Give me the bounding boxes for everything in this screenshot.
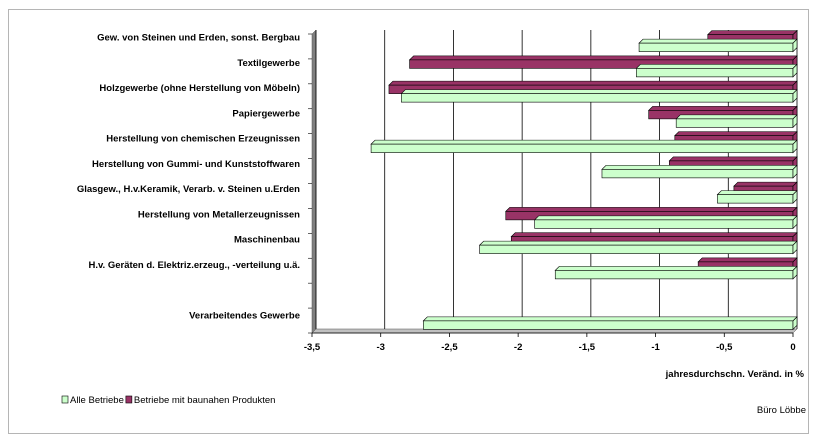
credit-text: Büro Löbbe (757, 405, 806, 416)
x-tick-label: -1,5 (579, 342, 596, 353)
legend-label: Betriebe mit baunahen Produkten (134, 395, 276, 406)
category-label: Herstellung von Gummi- und Kunststoffwar… (92, 159, 300, 170)
x-tick-label: 0 (790, 342, 795, 353)
category-label: Papiergewerbe (232, 108, 300, 119)
bar-alle (635, 63, 798, 78)
bar-alle (400, 88, 798, 103)
bar-alle (716, 189, 798, 204)
axes (308, 33, 794, 337)
legend-label: Alle Betriebe (70, 395, 124, 406)
bar-alle (638, 38, 798, 53)
category-labels: Gew. von Steinen und Erden, sonst. Bergb… (77, 33, 300, 322)
legend-item: Alle Betriebe (61, 395, 124, 406)
bar-alle (554, 265, 798, 280)
x-tick-label: -1 (651, 342, 660, 353)
legend-item: Betriebe mit baunahen Produkten (125, 395, 276, 406)
bar-alle (478, 240, 798, 255)
category-label: Herstellung von chemischen Erzeugnissen (106, 134, 300, 145)
legend: Alle Betriebe Betriebe mit baunahen Produ… (61, 395, 276, 406)
x-tick-label: -2,5 (441, 342, 458, 353)
legend-swatch (125, 395, 133, 404)
category-label: H.v. Geräten d. Elektriz.erzeug., -verte… (88, 260, 300, 271)
bar-alle (675, 114, 798, 129)
category-label: Glasgew., H.v.Keramik, Verarb. v. Steine… (77, 184, 300, 195)
x-tick-labels: -3,5 -3 -2,5 -2 -1,5 -1 -0,5 0 (304, 342, 796, 353)
x-tick-label: -2 (514, 342, 522, 353)
category-label: Verarbeitendes Gewerbe (189, 310, 300, 321)
bar-baunahe (408, 55, 798, 70)
left-wall (311, 29, 317, 334)
x-tick-label: -3,5 (304, 342, 321, 353)
bar-alle (370, 139, 798, 154)
bar-alle (601, 164, 798, 179)
category-label: Herstellung von Metallerzeugnissen (138, 209, 300, 220)
bar-alle (422, 316, 798, 331)
category-label: Textilgewerbe (237, 58, 300, 69)
x-axis-title: jahresdurchschn. Veränd. in % (665, 369, 805, 380)
category-label: Gew. von Steinen und Erden, sonst. Bergb… (97, 33, 300, 44)
bars (370, 29, 798, 331)
category-label: Maschinenbau (234, 235, 300, 246)
category-label: Holzgewerbe (ohne Herstellung von Möbeln… (99, 83, 300, 94)
bar-alle (533, 215, 798, 230)
plot-wall (311, 29, 798, 334)
x-tick-label: -0,5 (716, 342, 733, 353)
legend-swatch (61, 395, 69, 404)
x-tick-label: -3 (376, 342, 384, 353)
